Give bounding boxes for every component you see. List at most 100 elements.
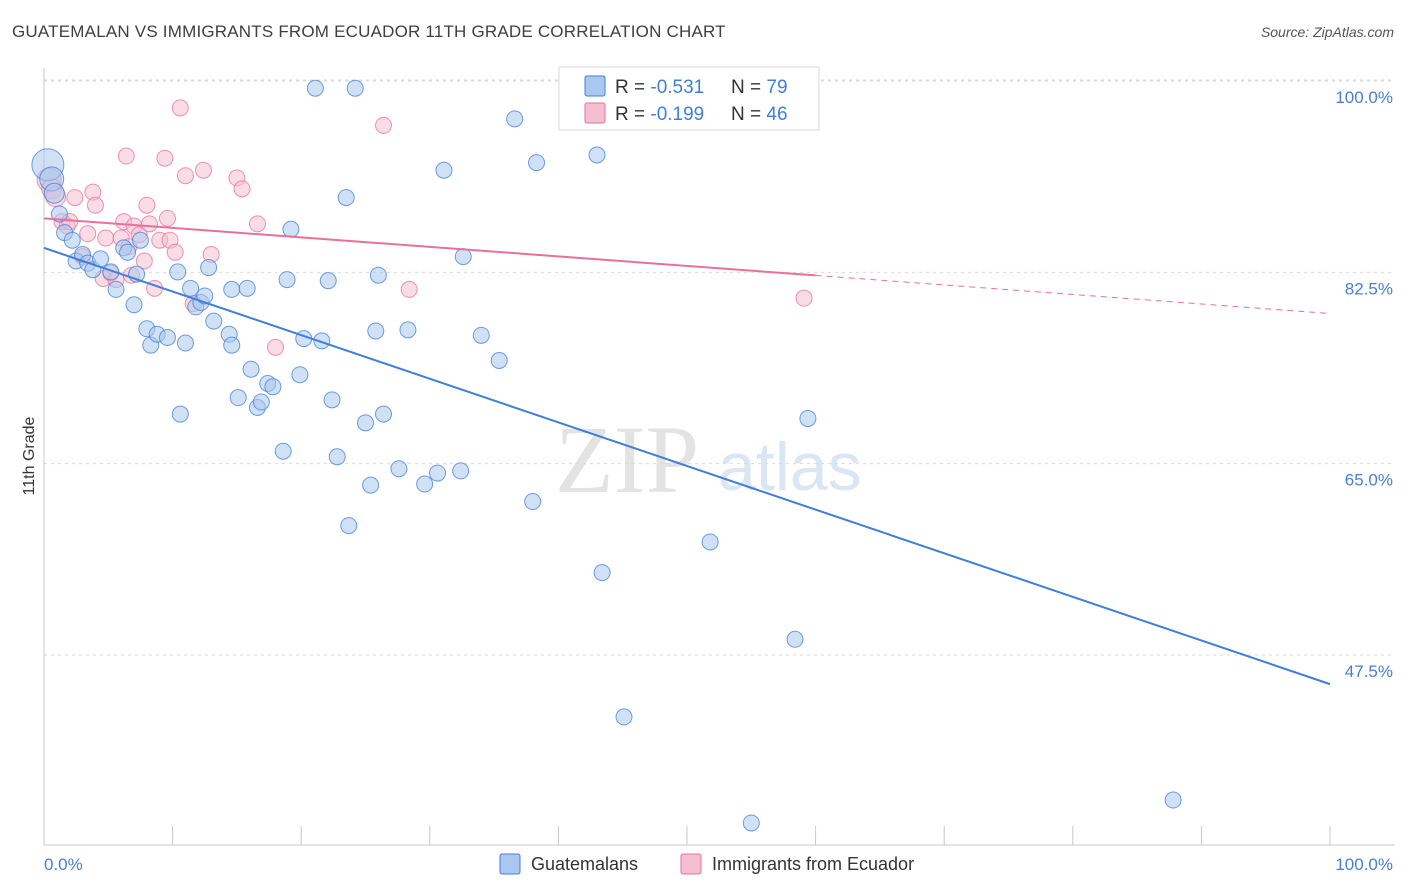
legend-n-value: 46 xyxy=(766,104,787,125)
guatemalans-point xyxy=(367,322,385,340)
guatemalans-point xyxy=(375,405,393,423)
legend-n-ecuador: N = 46 xyxy=(731,104,788,125)
guatemalans-point xyxy=(102,263,120,281)
guatemalans-point xyxy=(328,448,346,466)
guatemalans-point xyxy=(252,393,270,411)
trend-lines xyxy=(43,217,1331,686)
series-guatemalans-points xyxy=(31,79,1182,832)
guatemalans-point xyxy=(223,336,241,354)
guatemalans-point xyxy=(452,462,470,480)
guatemalans-point xyxy=(399,321,417,339)
guatemalans-point xyxy=(125,296,143,314)
watermark-atlas: atlas xyxy=(718,429,862,505)
watermark: ZIP atlas xyxy=(555,406,862,513)
guatemalans-point xyxy=(588,146,606,164)
y-tick-labels: 100.0% 82.5% 65.0% 47.5% xyxy=(1335,88,1393,681)
x-tick-label-max: 100.0% xyxy=(1335,855,1393,874)
legend-swatch-ecuador xyxy=(584,102,606,124)
guatemalans-point xyxy=(615,708,633,726)
guatemalans-point xyxy=(242,360,260,378)
correlation-legend: R = -0.531 N = 79 R = -0.199 N = 46 xyxy=(558,66,820,131)
ecuador-point xyxy=(266,338,284,356)
trend-line-ecuador-extension xyxy=(815,274,1331,314)
guatemalans-point xyxy=(528,154,546,172)
guatemalans-point xyxy=(454,248,472,266)
y-axis-title: 11th Grade xyxy=(21,416,38,495)
series-legend: Guatemalans Immigrants from Ecuador xyxy=(499,853,914,875)
guatemalans-point xyxy=(229,389,247,407)
guatemalans-point xyxy=(176,334,194,352)
ecuador-point xyxy=(248,215,266,233)
guatemalans-point xyxy=(274,442,292,460)
ecuador-point xyxy=(400,280,418,298)
legend-row-ecuador: R = -0.199 xyxy=(615,104,704,125)
guatemalans-point xyxy=(200,259,218,277)
bottom-legend-label-guatemalans: Guatemalans xyxy=(531,854,638,874)
guatemalans-point xyxy=(357,414,374,432)
guatemalans-point xyxy=(313,332,331,350)
guatemalans-point xyxy=(323,391,341,409)
ecuador-point xyxy=(140,215,158,233)
ecuador-point xyxy=(375,116,393,134)
guatemalans-point xyxy=(416,475,434,493)
guatemalans-point xyxy=(205,312,223,330)
guatemalans-point xyxy=(264,378,282,396)
guatemalans-point xyxy=(223,280,241,298)
chart-title: GUATEMALAN VS IMMIGRANTS FROM ECUADOR 11… xyxy=(12,22,726,41)
x-tick-label-min: 0.0% xyxy=(44,855,83,874)
guatemalans-point xyxy=(786,630,804,648)
guatemalans-point xyxy=(506,110,524,128)
ecuador-point xyxy=(176,167,194,185)
legend-r-value: -0.531 xyxy=(650,77,704,98)
guatemalans-point xyxy=(524,493,542,511)
guatemalans-point xyxy=(107,280,125,298)
guatemalans-point xyxy=(1164,791,1182,809)
guatemalans-point xyxy=(593,564,611,582)
guatemalans-point xyxy=(490,351,508,369)
guatemalans-point xyxy=(238,279,256,297)
ecuador-point xyxy=(158,209,176,227)
x-ticks xyxy=(43,826,1331,845)
guatemalans-point xyxy=(701,533,719,551)
guatemalans-point xyxy=(319,272,337,290)
legend-n-label: N = xyxy=(731,104,766,125)
legend-r-label: R = xyxy=(615,104,650,125)
y-tick-label: 100.0% xyxy=(1335,88,1393,107)
guatemalans-point xyxy=(435,161,453,179)
guatemalans-point xyxy=(131,231,149,249)
guatemalans-point xyxy=(742,814,760,832)
guatemalans-point xyxy=(390,460,408,478)
ecuador-point xyxy=(171,99,189,117)
guatemalans-point xyxy=(799,409,817,427)
watermark-zip: ZIP xyxy=(555,406,699,513)
ecuador-point xyxy=(117,147,135,165)
ecuador-point xyxy=(97,229,115,247)
y-tick-label: 65.0% xyxy=(1345,471,1393,490)
guatemalans-point xyxy=(169,263,187,281)
guatemalans-point xyxy=(50,205,68,223)
guatemalans-point xyxy=(369,266,387,284)
guatemalans-point xyxy=(340,517,358,535)
legend-n-guatemalans: N = 79 xyxy=(731,77,788,98)
ecuador-point xyxy=(194,161,212,179)
ecuador-point xyxy=(156,149,174,167)
bottom-legend-swatch-ecuador xyxy=(680,853,702,875)
guatemalans-point xyxy=(472,326,490,344)
guatemalans-point xyxy=(337,189,355,207)
ecuador-point xyxy=(66,189,84,207)
y-tick-label: 47.5% xyxy=(1345,662,1393,681)
gridlines xyxy=(44,79,1395,656)
guatemalans-point xyxy=(171,405,189,423)
legend-row-guatemalans: R = -0.531 xyxy=(615,77,704,98)
guatemalans-point xyxy=(63,231,81,249)
bottom-legend-swatch-guatemalans xyxy=(499,853,521,875)
legend-swatch-guatemalans xyxy=(584,75,606,97)
ecuador-point xyxy=(138,196,156,214)
ecuador-point xyxy=(79,225,97,243)
y-tick-label: 82.5% xyxy=(1345,279,1393,298)
guatemalans-point xyxy=(278,271,296,289)
guatemalans-point xyxy=(119,243,137,261)
legend-r-label: R = xyxy=(615,77,650,98)
guatemalans-point xyxy=(282,220,300,238)
bottom-legend-label-ecuador: Immigrants from Ecuador xyxy=(712,854,914,874)
